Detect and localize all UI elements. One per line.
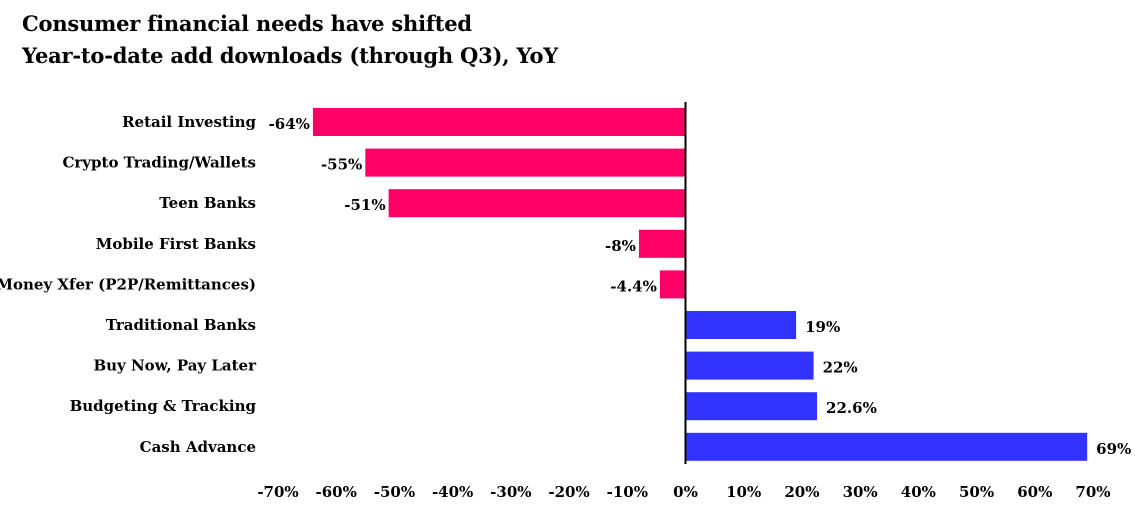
data-label: -8% bbox=[605, 237, 636, 255]
bar-2 bbox=[388, 189, 686, 218]
data-label: -51% bbox=[344, 196, 385, 214]
x-tick-label: -30% bbox=[490, 483, 531, 501]
bar-8 bbox=[685, 432, 1088, 461]
category-label: Cash Advance bbox=[140, 438, 256, 456]
x-tick-label: 40% bbox=[901, 483, 936, 501]
chart-subtitle: Year-to-date add downloads (through Q3),… bbox=[22, 43, 559, 68]
chart-title: Consumer financial needs have shifted bbox=[22, 11, 472, 36]
data-label: -4.4% bbox=[610, 277, 657, 295]
data-label: 69% bbox=[1096, 440, 1131, 458]
data-label: 22.6% bbox=[826, 399, 877, 417]
category-label: Crypto Trading/Wallets bbox=[62, 154, 256, 172]
category-label: Mobile First Banks bbox=[96, 235, 256, 253]
data-label: -64% bbox=[269, 115, 310, 133]
bar-4 bbox=[659, 270, 686, 299]
category-label: Money Xfer (P2P/Remittances) bbox=[0, 275, 256, 293]
x-tick-label: 50% bbox=[959, 483, 994, 501]
bar-7 bbox=[685, 392, 818, 421]
category-label: Budgeting & Tracking bbox=[70, 397, 257, 415]
x-tick-label: -10% bbox=[607, 483, 648, 501]
x-tick-label: 70% bbox=[1075, 483, 1110, 501]
x-tick-label: -70% bbox=[257, 483, 298, 501]
x-tick-label: -40% bbox=[432, 483, 473, 501]
bar-1 bbox=[365, 148, 686, 177]
category-label: Buy Now, Pay Later bbox=[93, 357, 257, 375]
data-label: -55% bbox=[321, 156, 362, 174]
x-tick-label: -20% bbox=[548, 483, 589, 501]
x-tick-label: -60% bbox=[316, 483, 357, 501]
bar-3 bbox=[638, 229, 686, 258]
x-tick-label: -50% bbox=[374, 483, 415, 501]
data-label: 22% bbox=[823, 359, 858, 377]
x-tick-label: 0% bbox=[673, 483, 698, 501]
bar-6 bbox=[685, 351, 814, 380]
x-tick-label: 30% bbox=[843, 483, 878, 501]
category-label: Traditional Banks bbox=[106, 316, 256, 334]
bar-0 bbox=[312, 108, 686, 136]
x-tick-label: 10% bbox=[726, 483, 761, 501]
bar-5 bbox=[685, 311, 797, 339]
chart-title-block: Consumer financial needs have shifted Ye… bbox=[22, 8, 1112, 72]
x-tick-label: 60% bbox=[1017, 483, 1052, 501]
x-tick-label: 20% bbox=[784, 483, 819, 501]
category-label: Teen Banks bbox=[159, 194, 256, 212]
category-label: Retail Investing bbox=[122, 113, 256, 131]
data-label: 19% bbox=[805, 318, 840, 336]
